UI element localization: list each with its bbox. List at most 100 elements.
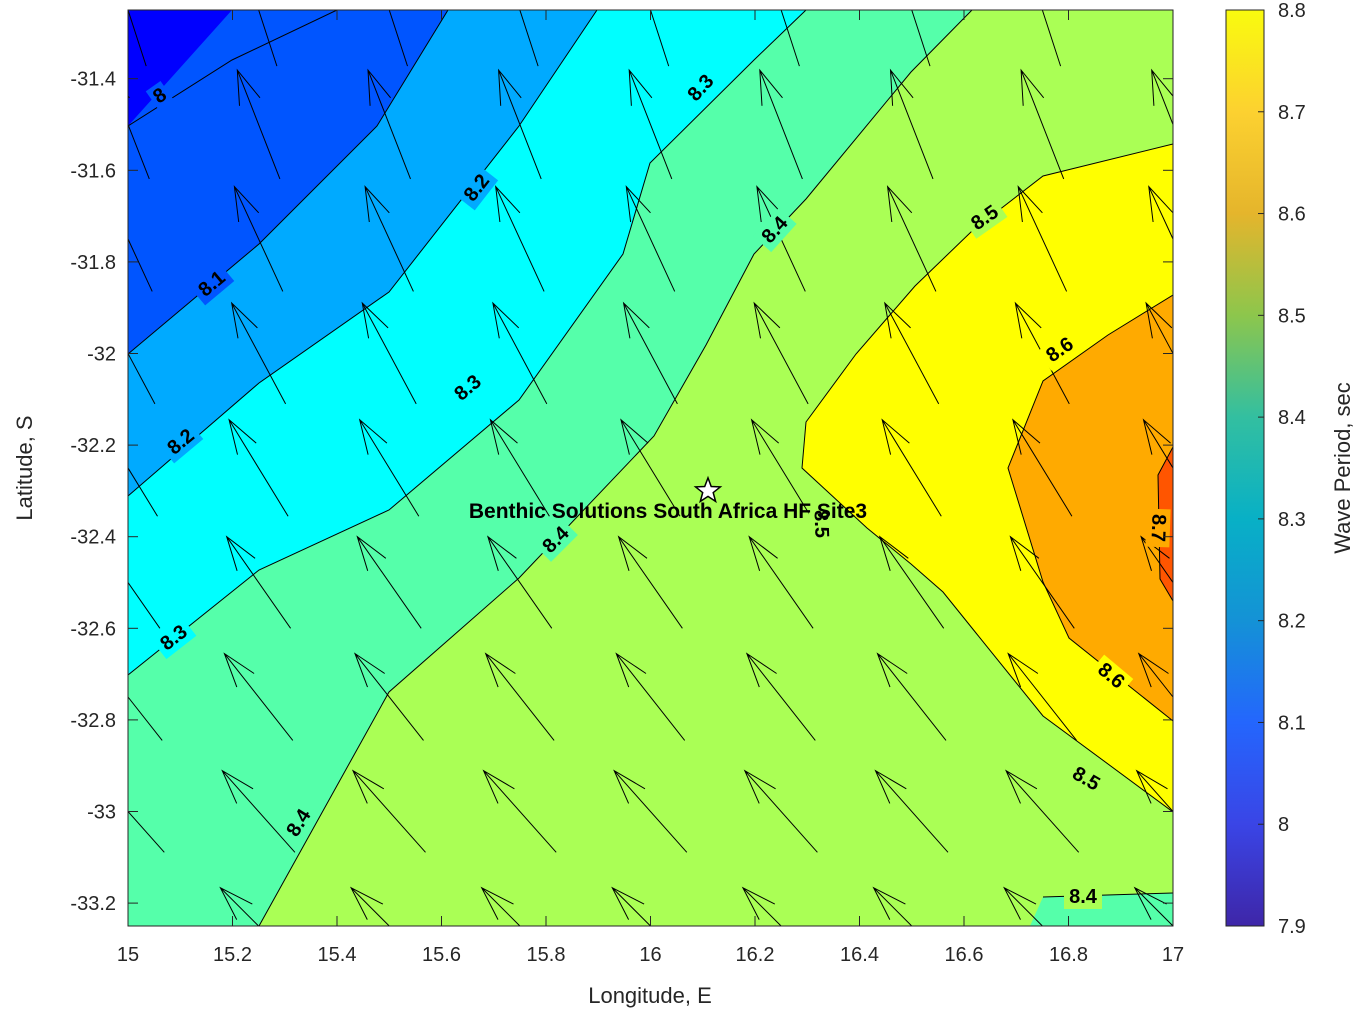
vector-arrow: [219, 886, 260, 926]
x-tick-label: 16.4: [840, 944, 879, 966]
vector-arrow: [519, 10, 539, 67]
contour-line-8.6: [1007, 294, 1173, 722]
vector-arrow: [745, 652, 816, 741]
vector-arrow: [1145, 301, 1173, 355]
vector-arrow: [1142, 418, 1173, 469]
vector-arrow: [1133, 886, 1173, 926]
site-star-marker: [693, 475, 723, 504]
band-8.4-8.5: [259, 10, 1173, 926]
y-tick-label: -32.4: [70, 527, 116, 549]
y-tick-label: -31.4: [70, 69, 116, 91]
x-tick-label: 15: [117, 944, 139, 966]
vector-field: [128, 10, 1173, 926]
vector-arrow: [628, 68, 673, 180]
vector-arrow: [1007, 652, 1077, 741]
vector-arrow: [889, 68, 934, 180]
vector-arrow: [1020, 68, 1065, 180]
vector-arrow: [1140, 535, 1173, 584]
vector-arrow: [872, 886, 913, 926]
colorbar-label: Wave Period, sec: [1330, 382, 1355, 554]
vector-arrow: [617, 535, 683, 629]
vector-arrow: [622, 301, 678, 405]
x-tick-label: 15.8: [527, 944, 566, 966]
contour-label: 8.5: [810, 510, 833, 539]
y-tick-label: -32.6: [70, 618, 116, 640]
vector-arrow: [128, 352, 156, 405]
vector-arrow: [128, 95, 150, 180]
x-tick-label: 15.6: [422, 944, 461, 966]
x-axis: 15 15.2 15.4 15.6 15.8 16 16.2 16.4 16.6 16.8 17: [117, 10, 1184, 966]
y-tick-label: -31.6: [70, 160, 116, 182]
vector-arrow: [223, 652, 294, 741]
y-tick-label: -32: [87, 344, 116, 366]
vector-arrow: [228, 418, 289, 517]
colorbar: [1225, 9, 1265, 927]
vector-arrow: [741, 886, 782, 926]
vector-arrow: [361, 301, 417, 405]
colorbar-tick-label: 8.8: [1278, 0, 1306, 22]
contour-line-8.1: [128, 10, 449, 355]
vector-arrow: [615, 652, 686, 741]
vector-arrow: [886, 185, 937, 292]
vector-arrow: [1151, 68, 1173, 126]
colorbar-tick-label: 8.6: [1278, 204, 1306, 226]
x-tick-label: 16.2: [736, 944, 775, 966]
y-tick-label: -31.8: [70, 252, 116, 274]
vector-arrow: [911, 10, 931, 67]
colorbar-tick-label: 8.5: [1278, 305, 1306, 327]
vector-arrow: [1041, 10, 1062, 67]
colorbar-tick-label: 8.4: [1278, 407, 1306, 429]
vector-arrow: [482, 769, 557, 853]
vector-arrow: [351, 769, 426, 853]
vector-arrow: [356, 535, 422, 629]
vector-arrow: [649, 10, 670, 67]
y-axis-label: Latitude, S: [12, 415, 37, 520]
contour-line-8.2: [128, 10, 598, 497]
y-tick-label: -33.2: [70, 893, 116, 915]
colorbar-axis: 7.9 8 8.1 8.2 8.3 8.4 8.5 8.6 8.7 8.8: [1258, 0, 1306, 938]
contour-line-8.3: [128, 10, 807, 676]
vector-arrow: [625, 185, 676, 292]
vector-arrow: [753, 301, 809, 405]
colorbar-tick-label: 8.7: [1278, 102, 1306, 124]
vector-arrow: [1148, 185, 1173, 241]
vector-arrow: [225, 535, 292, 629]
x-tick-label: 16.8: [1049, 944, 1088, 966]
x-tick-label: 16.6: [945, 944, 984, 966]
vector-arrow: [221, 769, 296, 853]
vector-arrow: [1005, 769, 1080, 853]
colorbar-tick-label: 7.9: [1278, 916, 1306, 938]
x-tick-label: 17: [1162, 944, 1184, 966]
contour-label: 8.7: [1147, 514, 1170, 543]
colorbar-tick-label: 8.3: [1278, 509, 1306, 531]
y-tick-label: -33: [87, 802, 116, 824]
vector-arrow: [878, 535, 945, 629]
vector-arrow: [1012, 418, 1073, 517]
vector-arrow: [233, 185, 284, 292]
vector-arrow: [489, 418, 550, 517]
vector-arrow: [480, 886, 521, 926]
vector-arrow: [1009, 535, 1075, 629]
contour-label: 8.4: [1069, 886, 1098, 908]
y-tick-label: -32.2: [70, 435, 116, 457]
vector-arrow: [1003, 886, 1044, 926]
contour-line-8.4: [258, 10, 973, 926]
vector-arrow: [743, 769, 818, 853]
vector-arrow: [388, 10, 408, 67]
vector-arrow: [495, 185, 545, 292]
vector-arrow: [128, 810, 165, 853]
y-axis: -31.4 -31.6 -31.8 -32 -32.2 -32.4 -32.6 -32.8 -3…: [70, 69, 1173, 915]
vector-arrow: [498, 68, 542, 180]
vector-arrow: [258, 10, 278, 67]
vector-arrow: [358, 418, 420, 517]
vector-arrow: [364, 185, 414, 292]
vector-arrow: [881, 418, 942, 517]
band-8.6-8.7: [1008, 295, 1173, 721]
vector-arrow: [876, 652, 947, 741]
vector-arrow: [1017, 185, 1068, 292]
vector-arrow: [484, 652, 555, 741]
vector-arrow: [128, 467, 158, 517]
vector-arrow: [367, 68, 411, 180]
x-tick-label: 16: [639, 944, 661, 966]
